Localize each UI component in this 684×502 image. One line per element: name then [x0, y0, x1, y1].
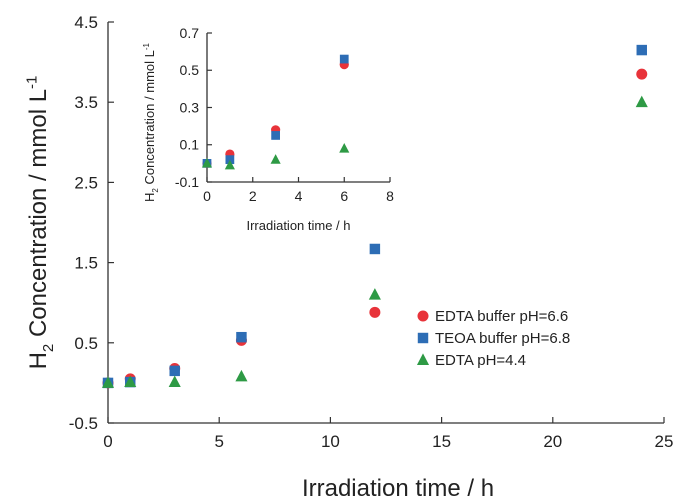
y-tick-label: 2.5 — [74, 173, 98, 192]
legend-label: EDTA pH=4.4 — [435, 352, 526, 369]
x-tick-label: 5 — [214, 432, 223, 451]
y-axis-title-rest: Concentration / mmol L — [25, 89, 52, 344]
y-tick-label: 0.5 — [180, 62, 200, 78]
x-tick-label: 2 — [249, 188, 257, 204]
data-point-triangle — [339, 142, 350, 153]
data-point-triangle — [270, 154, 281, 164]
y-axis-title-rest: Concentration / mmol L — [142, 50, 157, 188]
y-tick-label: 1.5 — [74, 254, 98, 273]
x-tick-label: 8 — [386, 188, 394, 204]
data-point-triangle — [635, 95, 648, 108]
legend-marker-square — [417, 332, 429, 344]
data-point-triangle — [368, 288, 381, 300]
data-point-triangle — [168, 375, 181, 388]
data-point-triangle — [201, 157, 213, 168]
main-plot: -0.50.51.52.53.54.50 5 10 15 20 25Irradiation… — [23, 13, 673, 502]
x-tick-label: 15 — [432, 432, 451, 451]
y-axis-title-main: H — [25, 352, 52, 369]
y-tick-label: 0.3 — [180, 99, 200, 115]
y-axis-title: H2 Concentration / mmol L-1 — [142, 42, 160, 202]
x-tick-label: 20 — [543, 432, 562, 451]
legend-label: EDTA buffer pH=6.6 — [435, 308, 568, 325]
y-axis-title: H2 Concentration / mmol L-1 — [23, 76, 57, 370]
legend-marker-circle — [417, 310, 429, 322]
legend: EDTA buffer pH=6.6 TEOA buffer pH=6.8 EDTA… — [416, 308, 570, 369]
data-point-square — [636, 44, 647, 56]
legend-label: TEOA buffer pH=6.8 — [435, 330, 570, 347]
data-point-circle — [369, 306, 381, 318]
y-tick-label: 3.5 — [74, 93, 98, 112]
data-point-triangle — [124, 375, 137, 388]
data-point-square — [271, 131, 280, 140]
data-point-square — [339, 54, 349, 64]
x-tick-label: 0 — [203, 188, 211, 204]
inset-plot: -0.1 0.1 0.3 0.5 0.7 0 2 4 6 8 Irradiation time / … — [142, 25, 394, 233]
data-point-triangle — [235, 369, 248, 382]
data-point-square — [169, 365, 180, 377]
legend-marker-triangle — [416, 353, 430, 365]
y-axis-title-superscript: -1 — [142, 42, 151, 50]
x-tick-label: 0 — [103, 432, 112, 451]
x-axis-title: Irradiation time / h — [246, 218, 350, 233]
data-point-square — [225, 155, 235, 165]
y-tick-label: -0.5 — [69, 414, 98, 433]
y-tick-label: -0.1 — [175, 174, 199, 190]
data-point-triangle — [224, 159, 235, 170]
data-point-circle — [636, 68, 648, 80]
y-axis-title-main: H — [142, 193, 157, 202]
y-tick-label: 4.5 — [74, 13, 98, 32]
data-point-square — [236, 331, 247, 343]
data-point-square — [369, 243, 381, 255]
data-point-triangle — [101, 376, 115, 388]
y-axis-title-subscript: 2 — [151, 188, 160, 193]
y-axis-title-superscript: -1 — [23, 76, 40, 89]
y-tick-label: 0.5 — [74, 334, 98, 353]
x-tick-label: 4 — [295, 188, 303, 204]
x-tick-label: 10 — [321, 432, 340, 451]
y-tick-label: 0.1 — [180, 137, 200, 153]
y-axis-title-subscript: 2 — [40, 344, 57, 352]
x-axis-title: Irradiation time / h — [302, 475, 494, 502]
x-tick-label: 25 — [655, 432, 674, 451]
x-tick-label: 6 — [340, 188, 348, 204]
y-tick-label: 0.7 — [180, 25, 200, 41]
